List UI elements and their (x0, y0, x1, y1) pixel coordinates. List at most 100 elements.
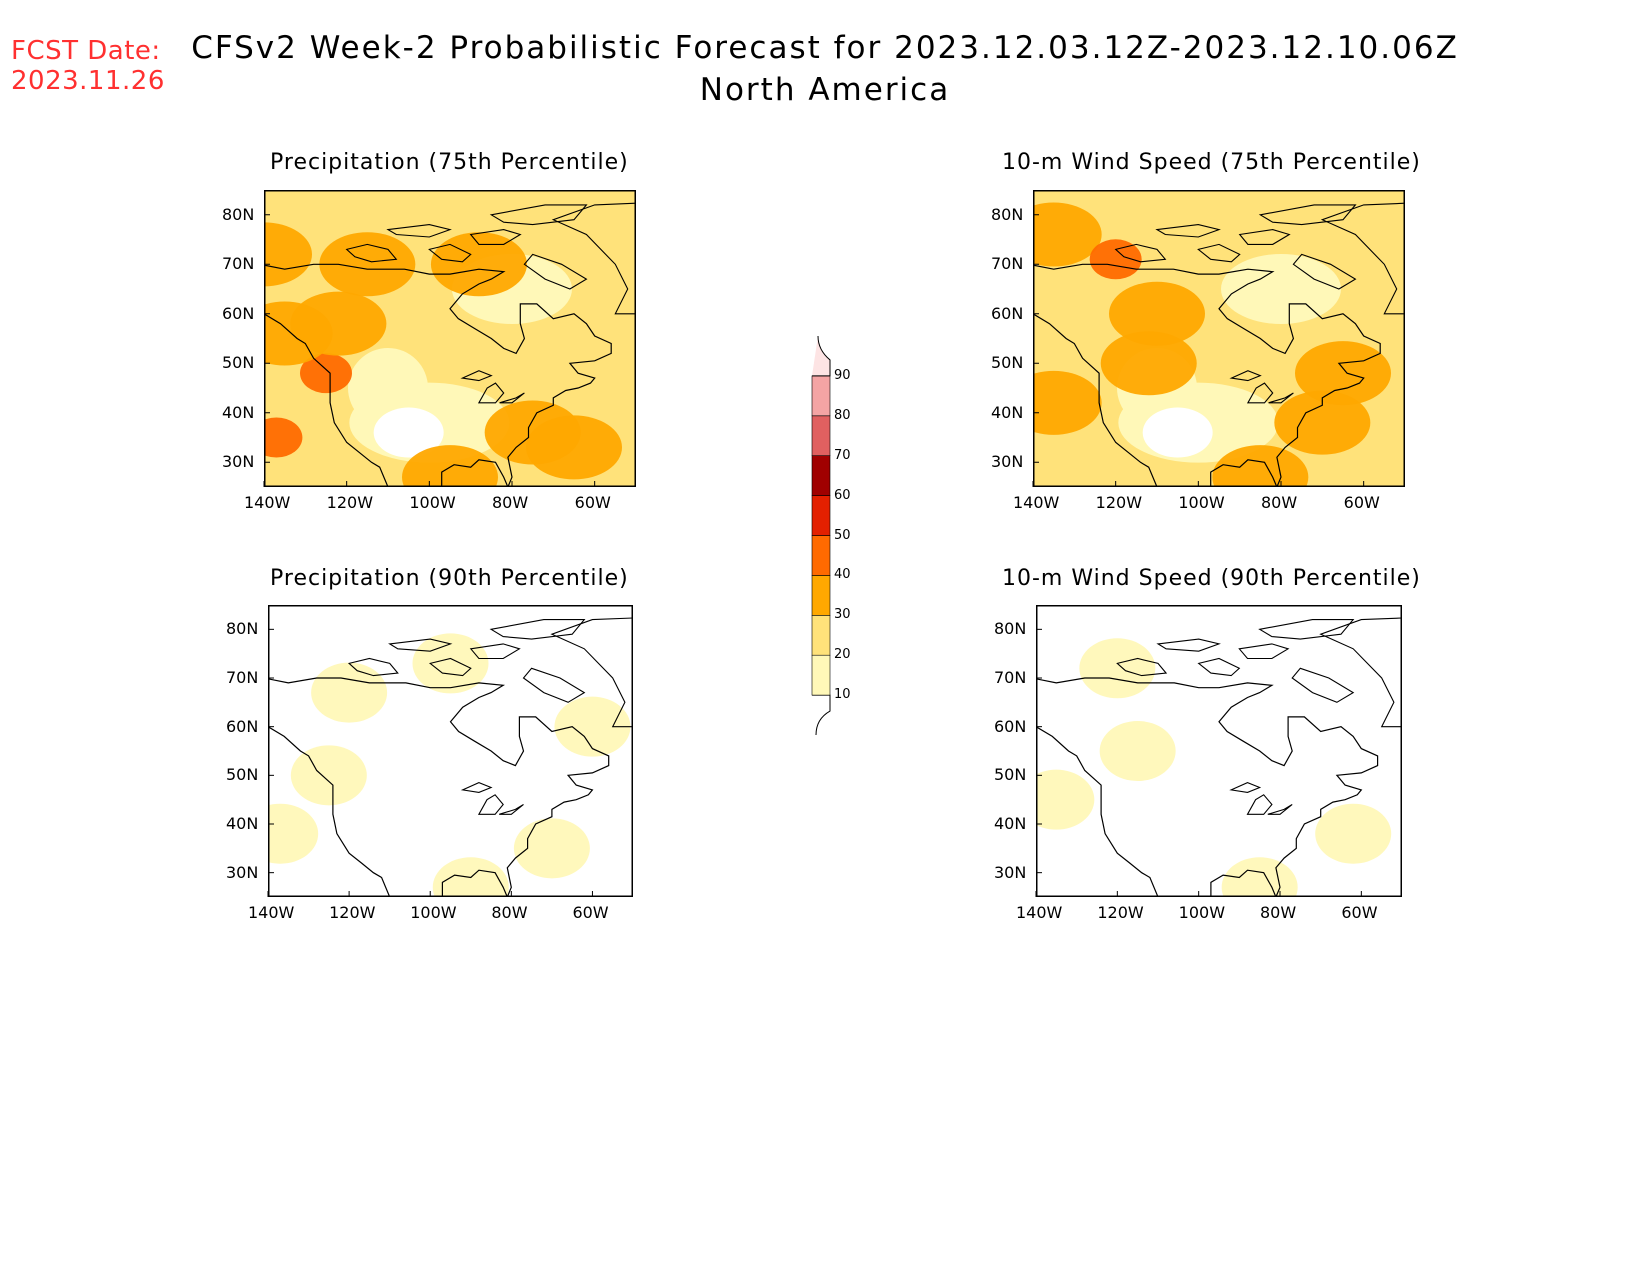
probability-region (430, 232, 527, 297)
coastline (1229, 782, 1262, 793)
probability-region (1036, 769, 1095, 830)
latitude-label: 40N (226, 814, 259, 833)
colorbar-segment (811, 654, 831, 696)
colorbar-segment (811, 575, 831, 616)
map-plot (263, 190, 636, 487)
coastline (550, 617, 633, 728)
coastline (477, 794, 504, 815)
colorbar-tick-label: 40 (834, 567, 851, 583)
coastline (499, 392, 525, 404)
coastline (1036, 726, 1159, 897)
probability-region (1033, 370, 1102, 435)
probability-region (554, 696, 631, 757)
latitude-label: 60N (991, 303, 1024, 323)
coastline (1291, 667, 1355, 703)
coastline (386, 224, 452, 238)
coastline (1197, 657, 1241, 677)
coastline (1033, 313, 1158, 487)
coastline (264, 263, 612, 487)
coastline (1229, 370, 1262, 382)
longitude-label: 120W (1095, 493, 1143, 512)
contour-shading (1221, 254, 1341, 324)
latitude-label: 40N (222, 402, 255, 422)
latitude-label: 40N (994, 814, 1027, 833)
latitude-label: 70N (991, 254, 1024, 274)
probability-region (412, 633, 489, 694)
coastline (1246, 794, 1273, 815)
region-title: North America (699, 72, 951, 108)
latitude-label: 30N (226, 862, 259, 882)
probability-region (513, 818, 590, 879)
latitude-label: 50N (222, 353, 255, 373)
coastline (268, 726, 391, 897)
longitude-label: 80W (492, 493, 529, 512)
probability-region (1315, 803, 1392, 864)
coastline (268, 677, 610, 897)
map-plot (1035, 605, 1402, 897)
longitude-label: 140W (1013, 493, 1060, 512)
coastline (1258, 204, 1357, 226)
longitude-label: 60W (574, 493, 611, 512)
latitude-label: 50N (991, 353, 1024, 373)
probability-region (300, 353, 352, 394)
latitude-label: 30N (222, 452, 255, 472)
longitude-label: 140W (1016, 903, 1063, 922)
colorbar-scale (811, 335, 831, 736)
latitude-label: 70N (226, 668, 259, 687)
latitude-label: 30N (991, 452, 1024, 472)
coastline (428, 243, 472, 263)
probability-region (290, 745, 367, 806)
longitude-label: 140W (248, 903, 295, 922)
coastline (1258, 619, 1355, 640)
longitude-label: 80W (491, 903, 528, 922)
colorbar-tick-label: 90 (834, 367, 851, 383)
panel-title: Precipitation (75th Percentile) (270, 150, 629, 175)
coastline (489, 619, 586, 640)
latitude-label: 30N (994, 862, 1027, 882)
forecast-date-label: FCST Date: 2023.11.26 (11, 36, 165, 96)
probability-region (1079, 638, 1156, 699)
longitude-label: 60W (572, 903, 609, 922)
coastline (1238, 643, 1290, 660)
longitude-label: 100W (1178, 493, 1225, 512)
probability-region (264, 222, 312, 287)
latitude-label: 60N (226, 716, 259, 736)
map-plot (1032, 190, 1405, 487)
latitude-label: 80N (222, 204, 255, 224)
probability-region (1295, 341, 1391, 406)
longitude-label: 100W (410, 903, 457, 922)
longitude-label: 100W (409, 493, 456, 512)
coastline (1320, 202, 1405, 315)
longitude-label: 120W (326, 493, 374, 512)
probability-region (290, 291, 387, 356)
map-frame (1033, 190, 1405, 487)
coastline (1156, 638, 1221, 652)
coastline (264, 313, 389, 487)
colorbar-segment (811, 455, 831, 496)
colorbar-tick-label: 50 (834, 527, 851, 543)
longitude-label: 80W (1261, 493, 1298, 512)
main-title: CFSv2 Week-2 Probabilistic Forecast for … (191, 30, 1459, 66)
coastline (1155, 224, 1221, 238)
panel-title: 10-m Wind Speed (90th Percentile) (1002, 566, 1421, 591)
coastline (1292, 253, 1357, 290)
latitude-label: 50N (226, 765, 259, 785)
colorbar-segment (811, 614, 831, 656)
colorbar-tick-label: 10 (834, 687, 851, 703)
coastline (1246, 382, 1274, 404)
longitude-label: 100W (1178, 903, 1226, 922)
forecast-date-value: 2023.11.26 (11, 66, 165, 96)
probability-region (264, 417, 303, 458)
panel-title: Precipitation (90th Percentile) (270, 566, 629, 591)
coastline (1036, 677, 1379, 897)
coastline (1319, 617, 1402, 728)
contour-shading (1142, 407, 1213, 458)
longitude-label: 60W (1343, 493, 1380, 512)
probability-region (484, 400, 581, 465)
colorbar-tick-label: 70 (834, 447, 851, 463)
colorbar-segment (812, 335, 831, 377)
probability-region (1100, 331, 1197, 396)
probability-region (1109, 281, 1205, 346)
longitude-label: 60W (1341, 903, 1378, 922)
probability-region (1221, 857, 1298, 897)
